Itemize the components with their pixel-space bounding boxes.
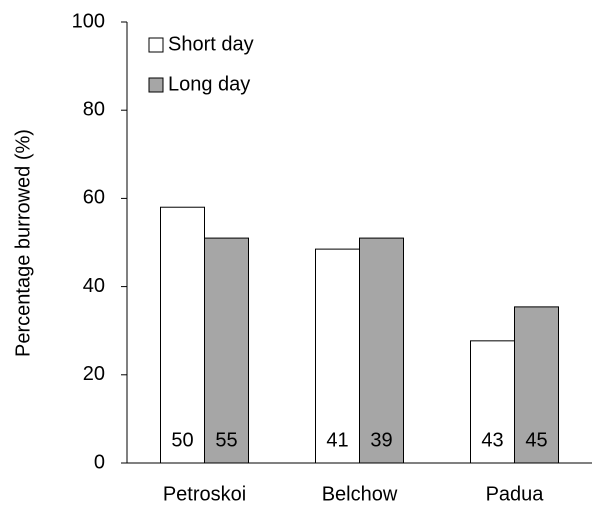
bar [160,206,205,464]
legend-swatch [148,37,164,53]
bar-label: 55 [215,429,237,451]
bar-label: 41 [326,429,348,451]
bar [359,237,404,464]
y-axis-label: Percentage burrowed (%) [12,129,34,357]
legend-label: Short day [168,33,254,55]
y-tick-label: 0 [94,451,105,473]
bar [315,248,360,464]
y-tick-label: 20 [83,363,105,385]
legend-swatch [148,77,164,93]
bar [204,237,249,464]
x-tick-label: Petroskoi [163,483,246,505]
legend-label: Long day [168,73,250,95]
bar-label: 50 [171,429,193,451]
x-tick-label: Belchow [322,483,398,505]
bar-label: 43 [481,429,503,451]
x-tick-label: Padua [486,483,545,505]
bar-label: 39 [370,429,392,451]
bar [514,306,559,464]
y-tick-label: 80 [83,98,105,120]
y-tick-label: 100 [72,10,105,32]
y-tick-label: 60 [83,187,105,209]
y-tick-label: 40 [83,275,105,297]
bar-label: 45 [525,429,547,451]
